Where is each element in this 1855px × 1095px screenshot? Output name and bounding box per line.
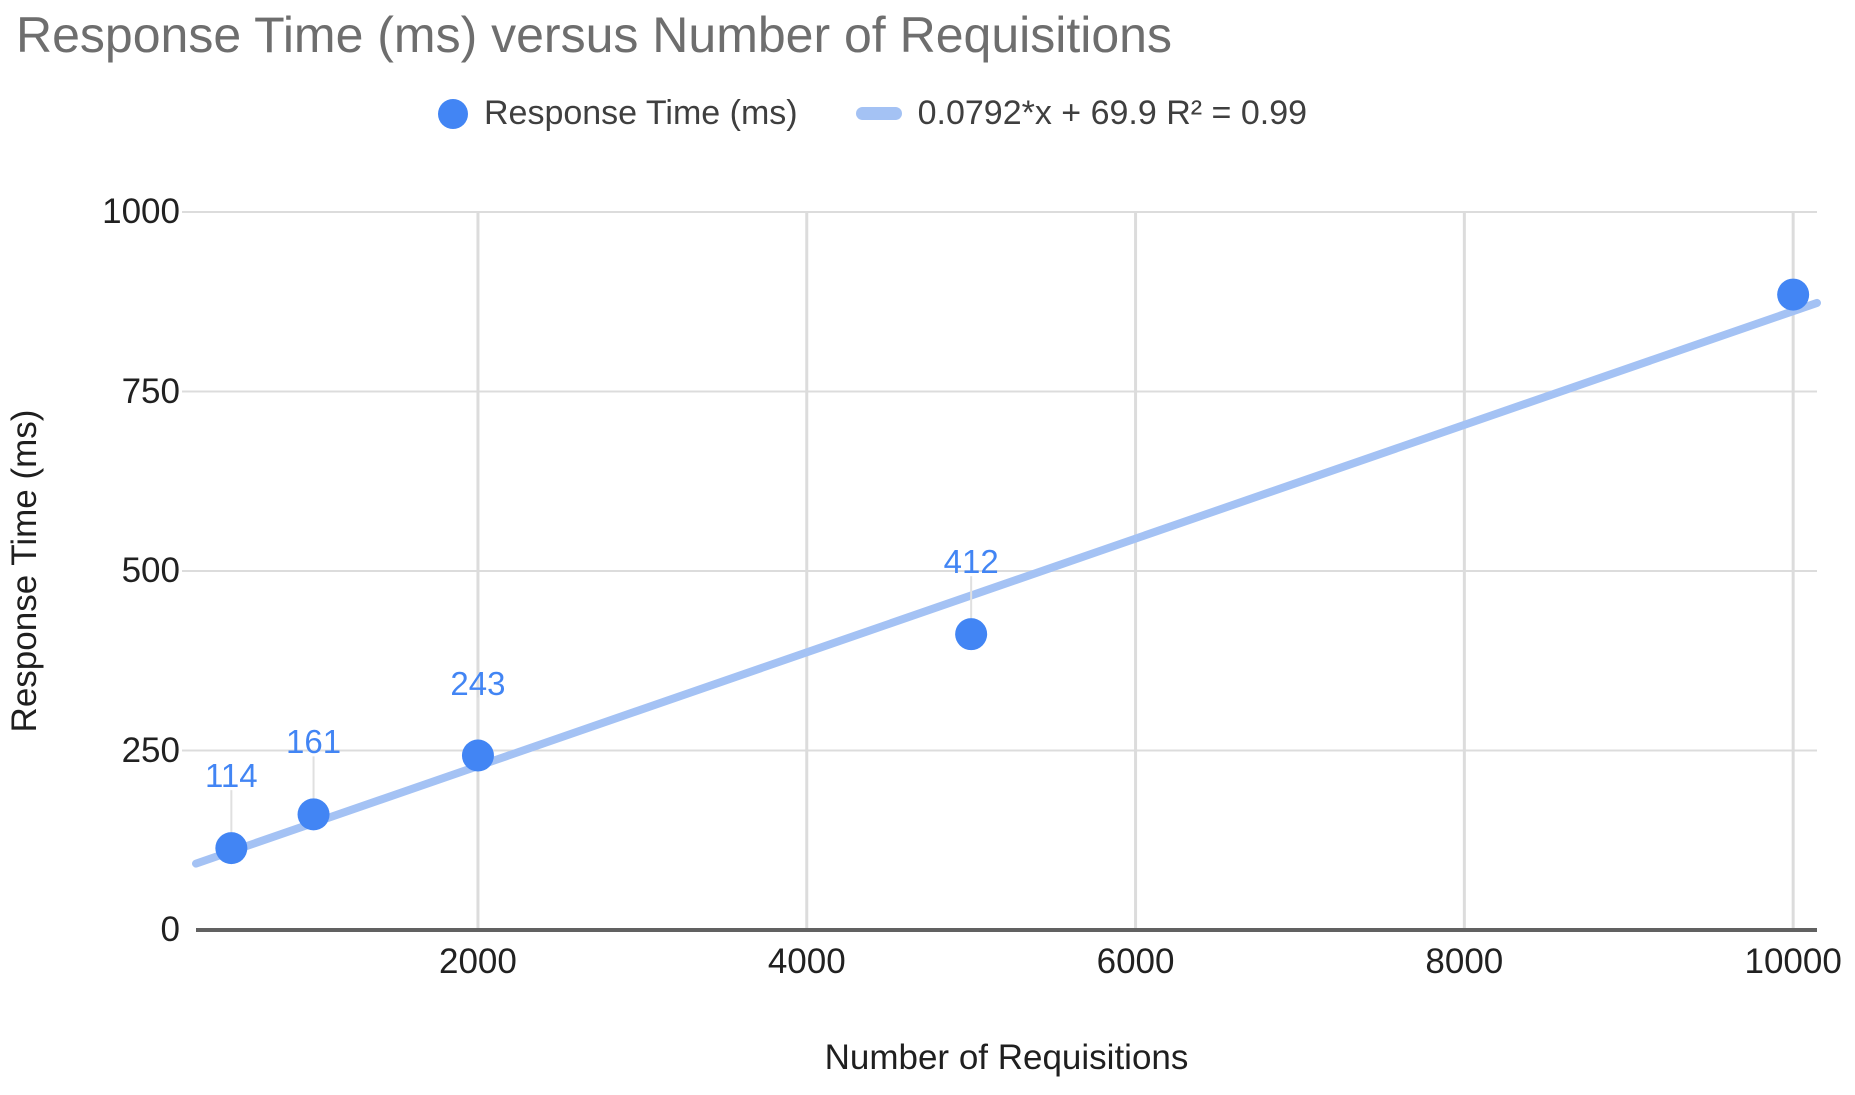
data-point-label: 412 [943,543,999,581]
data-point-label: 161 [286,723,342,761]
data-point-label: 114 [205,757,258,795]
x-tick-label: 6000 [1096,942,1175,981]
legend-trendline-label: 0.0792*x + 69.9 R² = 0.99 [917,94,1308,132]
data-point [955,618,988,651]
y-tick-label: 250 [121,730,180,770]
series-marker-icon [437,98,468,129]
legend-series-label: Response Time (ms) [483,94,798,132]
data-point [1777,278,1810,311]
chart-title: Response Time (ms) versus Number of Requ… [16,7,1172,63]
x-tick-label: 8000 [1425,942,1504,981]
legend-item-series: Response Time (ms) [437,94,798,133]
x-axis-title: Number of Requisitions [824,1038,1189,1077]
y-tick-label: 0 [160,910,180,949]
trendline-marker-icon [855,107,902,120]
data-point-label: 243 [450,664,506,702]
y-tick-label: 1000 [102,192,180,231]
x-tick-label: 2000 [439,942,517,981]
y-axis-title: Response Time (ms) [5,409,44,733]
plot-canvas [182,211,1821,932]
y-tick-label: 500 [121,551,180,590]
y-tick-label: 750 [121,371,180,411]
data-point [461,739,494,772]
trendline [192,298,1821,868]
legend-item-trendline: 0.0792*x + 69.9 R² = 0.99 [855,94,1308,133]
data-point [297,798,330,831]
plot-area [182,211,1821,932]
legend: Response Time (ms) 0.0792*x + 69.9 R² = … [0,94,1800,133]
data-point [215,832,248,865]
x-tick-label: 4000 [767,942,846,981]
x-tick-label: 10000 [1744,942,1842,981]
